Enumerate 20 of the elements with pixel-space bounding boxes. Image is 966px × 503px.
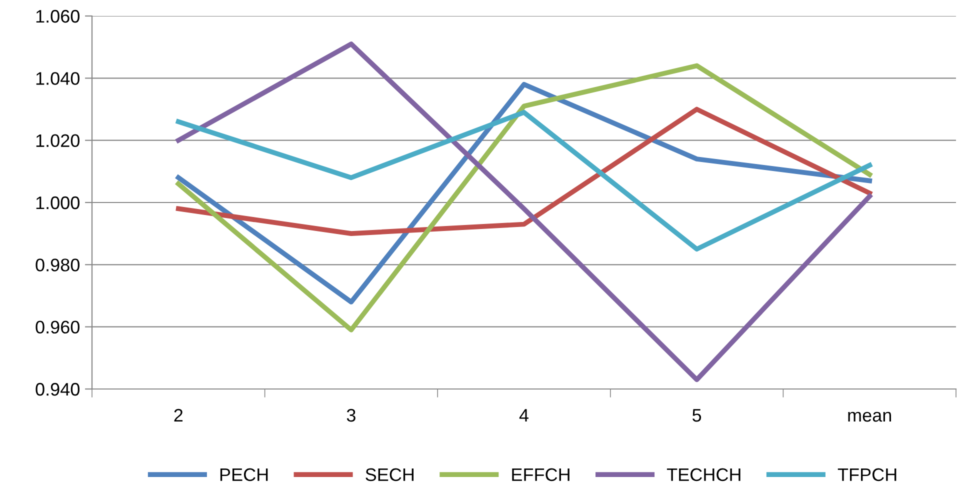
x-tick-label: 3 [346, 408, 356, 422]
legend-label: TECHCH [666, 468, 740, 482]
legend-label: EFFCH [512, 468, 570, 482]
legend-label: SECH [366, 468, 414, 482]
legend-label: TFPCH [838, 468, 896, 482]
x-tick-label: mean [848, 412, 892, 422]
x-tick-label: 5 [692, 409, 702, 422]
x-tick-label: 2 [174, 408, 183, 422]
y-tick-label: 1.060 [36, 10, 80, 23]
y-tick-label: 1.020 [36, 134, 80, 148]
y-tick-label: 1.000 [36, 196, 80, 210]
line-series [176, 42, 872, 382]
line-series [176, 82, 872, 304]
line-series [176, 63, 872, 332]
x-tick-label: 4 [519, 409, 528, 422]
y-tick-label: 0.960 [36, 320, 80, 334]
y-tick-label: 0.980 [36, 258, 80, 272]
y-tick-label: 0.940 [36, 382, 80, 396]
legend-label: PECH [220, 468, 268, 482]
y-tick-label: 1.040 [36, 72, 80, 85]
